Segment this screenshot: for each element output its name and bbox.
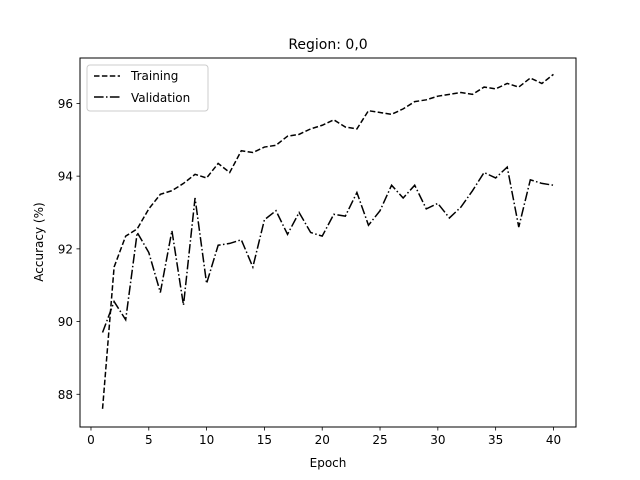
x-axis-label: Epoch	[310, 456, 347, 470]
x-tick-label: 15	[257, 433, 272, 447]
x-tick-label: 0	[87, 433, 95, 447]
x-tick-label: 10	[199, 433, 214, 447]
series-line-validation	[101, 165, 554, 333]
legend-label-training: Training	[130, 69, 178, 83]
x-tick-label: 40	[546, 433, 561, 447]
y-tick-label: 94	[58, 170, 73, 184]
x-axis-ticks: 0 5 10 15 20 25 30 35 40	[87, 427, 561, 447]
y-axis-ticks: 88 90 92 94 96	[58, 97, 80, 402]
y-tick-label: 96	[58, 97, 73, 111]
y-tick-label: 90	[58, 315, 73, 329]
y-axis-label: Accuracy (%)	[32, 202, 46, 281]
y-tick-label: 88	[58, 388, 73, 402]
x-tick-label: 5	[145, 433, 153, 447]
legend: Training Validation	[86, 64, 209, 112]
x-tick-label: 25	[372, 433, 387, 447]
series-line-training	[101, 73, 554, 409]
x-tick-label: 30	[430, 433, 445, 447]
plot-frame	[79, 57, 577, 428]
plot-lines	[101, 73, 554, 409]
legend-label-validation: Validation	[131, 91, 190, 105]
legend-box	[86, 64, 209, 112]
y-tick-label: 92	[58, 242, 73, 256]
x-tick-label: 20	[315, 433, 330, 447]
x-tick-label: 35	[488, 433, 503, 447]
chart-title: Region: 0,0	[288, 37, 367, 53]
